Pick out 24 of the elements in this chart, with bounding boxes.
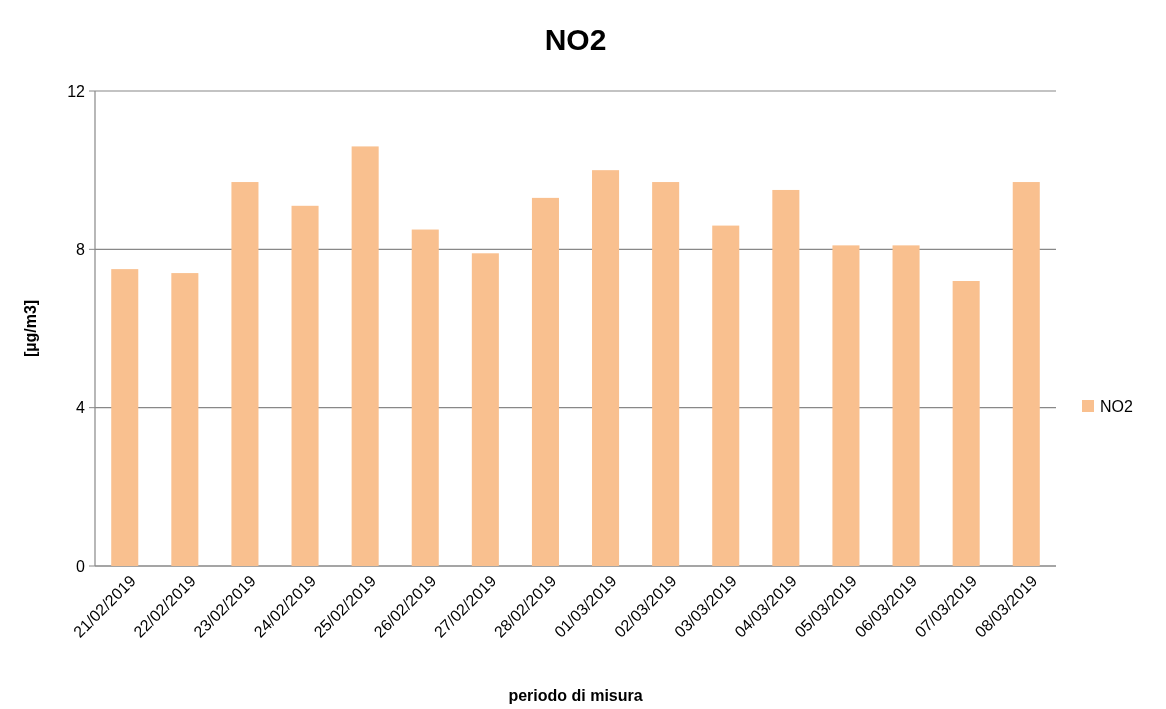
bar xyxy=(1012,182,1040,566)
legend-label: NO2 xyxy=(1100,397,1133,415)
y-tick-label: 12 xyxy=(67,82,86,100)
bar xyxy=(111,269,139,566)
chart-title: NO2 xyxy=(544,23,607,56)
bar xyxy=(411,229,439,566)
bar xyxy=(832,245,860,566)
y-tick-label: 4 xyxy=(76,399,86,417)
bar xyxy=(892,245,920,566)
bar xyxy=(712,225,740,566)
bar xyxy=(471,253,499,566)
bar xyxy=(171,273,199,566)
bar xyxy=(531,197,559,566)
x-axis-title: periodo di misura xyxy=(508,687,643,704)
y-axis-title: [µg/m3] xyxy=(22,299,39,358)
bar xyxy=(351,146,379,566)
bar xyxy=(952,281,980,566)
bar xyxy=(291,205,319,566)
bar xyxy=(652,182,680,566)
bar xyxy=(592,170,620,566)
y-tick-label: 0 xyxy=(76,557,86,575)
bar xyxy=(231,182,259,566)
bar xyxy=(772,189,800,566)
y-tick-label: 8 xyxy=(76,240,86,258)
